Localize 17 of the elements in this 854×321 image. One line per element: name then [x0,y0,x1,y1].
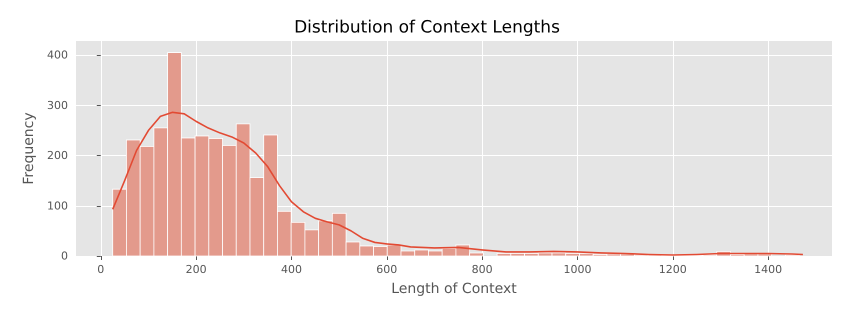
x-tick-label: 600 [376,263,398,276]
chart-title: Distribution of Context Lengths [294,18,560,38]
x-tick-label: 200 [186,263,207,276]
line-series [112,112,804,256]
y-tick-label: 400 [47,48,68,62]
y-tick-label: 200 [47,149,68,162]
x-tick-label: 0 [97,263,104,276]
y-tick-label: 300 [47,98,68,112]
y-tick-label: 100 [47,199,68,212]
x-axis-title: Length of Context [391,281,518,297]
x-tick-label: 1400 [754,263,782,276]
x-tick-label: 1200 [658,263,687,276]
x-tick-label: 1000 [563,263,592,276]
y-tick-label: 0 [61,250,68,262]
x-tick-label: 400 [280,263,302,276]
y-axis-title: Frequency [21,112,37,185]
x-tick-label: 800 [472,263,493,276]
